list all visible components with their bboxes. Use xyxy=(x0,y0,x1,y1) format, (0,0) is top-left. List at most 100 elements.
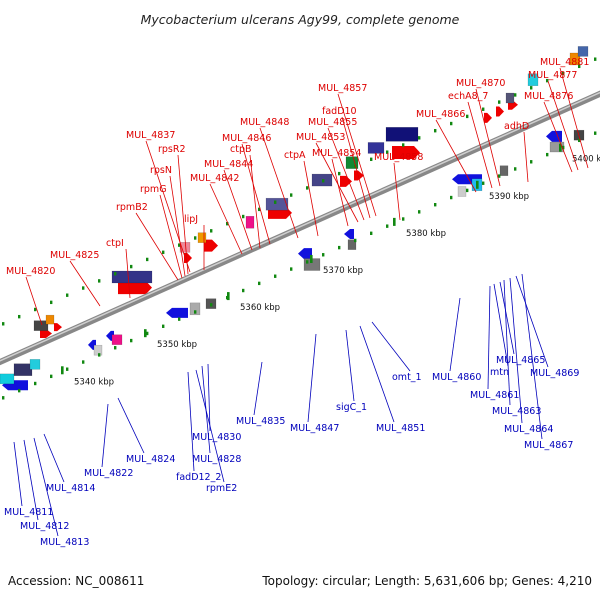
ruler-dot xyxy=(530,160,533,164)
ruler-dot xyxy=(178,243,181,247)
ruler-dot xyxy=(18,388,21,393)
ruler-dot xyxy=(594,57,597,61)
ruler-dot xyxy=(210,229,213,233)
ruler-dot xyxy=(514,167,517,171)
ruler-dot xyxy=(178,317,181,321)
feature-box xyxy=(265,197,289,211)
ruler-dot xyxy=(546,78,549,83)
gene-label-mul-4858: MUL_4858 xyxy=(374,152,423,163)
gene-label-mul-4846: MUL_4846 xyxy=(222,133,271,144)
ruler-dot xyxy=(50,374,53,379)
ruler-dot xyxy=(130,338,133,343)
feature-box xyxy=(367,142,385,154)
gene-label-mul-4828: MUL_4828 xyxy=(192,454,241,465)
feature-box xyxy=(45,314,55,325)
ruler-dot xyxy=(82,286,85,290)
gene-label-fadd12-2: fadD12_2 xyxy=(176,472,221,483)
gene-label-mul-4820: MUL_4820 xyxy=(6,266,55,277)
ruler-dot xyxy=(242,288,245,293)
gene-label-adhd: adhD xyxy=(504,121,529,132)
gene-label-mul-4869: MUL_4869 xyxy=(530,368,579,379)
gene-label-mtn: mtn xyxy=(490,367,509,378)
gene-label-ctpb: ctpB xyxy=(230,144,252,155)
ruler-dot xyxy=(114,346,117,350)
gene-label-mul-4867: MUL_4867 xyxy=(524,440,573,451)
gene-label-rpsr2: rpsR2 xyxy=(158,144,186,155)
gene-arrow xyxy=(392,146,420,160)
gene-label-mul-4866: MUL_4866 xyxy=(416,109,465,120)
ruler-dot xyxy=(130,264,133,269)
gene-label-mul-4863: MUL_4863 xyxy=(492,406,541,417)
gene-label-mul-4854: MUL_4854 xyxy=(312,148,361,159)
ruler-dot xyxy=(562,71,565,76)
feature-box xyxy=(111,270,153,284)
scale-label-5360-kbp: 5360 kbp xyxy=(240,303,280,313)
gene-arrow xyxy=(166,307,188,318)
gene-arrow xyxy=(354,170,364,181)
ruler-dot xyxy=(354,238,357,243)
ruler-dot xyxy=(226,221,229,226)
gene-label-omt-1: omt_1 xyxy=(392,372,422,383)
ruler-dot xyxy=(402,217,405,221)
gene-label-echa8-7: echA8_7 xyxy=(448,91,488,102)
ruler-dot xyxy=(322,253,325,257)
gene-label-mul-4830: MUL_4830 xyxy=(192,432,241,443)
ruler-dot xyxy=(18,314,21,319)
scale-label-5370-kbp: 5370 kbp xyxy=(323,266,363,276)
ruler-dot xyxy=(34,307,37,312)
major-tick xyxy=(144,329,147,338)
gene-label-mul-4853: MUL_4853 xyxy=(296,132,345,143)
label-leader-lines xyxy=(13,67,589,537)
gene-label-rpme2: rpmE2 xyxy=(206,483,237,494)
gene-label-mul-4837: MUL_4837 xyxy=(126,130,175,141)
ruler-dot xyxy=(162,250,165,254)
ruler-dot xyxy=(210,303,213,307)
ruler-dot xyxy=(50,300,53,305)
gene-label-ctpi: ctpI xyxy=(106,238,124,249)
gene-arrow xyxy=(40,328,52,338)
gene-label-mul-4870: MUL_4870 xyxy=(456,78,505,89)
major-tick xyxy=(61,366,64,375)
gene-label-mul-4825: MUL_4825 xyxy=(50,250,99,261)
gene-arrow xyxy=(298,248,312,260)
gene-label-mul-4811: MUL_4811 xyxy=(4,507,53,518)
gene-label-mul-4814: MUL_4814 xyxy=(46,483,95,494)
feature-box xyxy=(527,73,539,86)
major-tick xyxy=(310,254,313,263)
gene-label-mul-4855: MUL_4855 xyxy=(308,117,357,128)
ruler-dot xyxy=(322,179,325,183)
gene-label-mul-4861: MUL_4861 xyxy=(470,390,519,401)
ruler-dot xyxy=(274,274,277,278)
ruler-dot xyxy=(370,231,373,236)
ruler-dot xyxy=(146,257,149,262)
gene-label-mul-4877: MUL_4877 xyxy=(528,70,577,81)
scale-label-5390-kbp: 5390 kbp xyxy=(489,192,529,202)
ruler-dot xyxy=(290,193,293,197)
gene-arrow xyxy=(54,323,62,332)
ruler-dot xyxy=(578,138,581,143)
gene-label-mul-4860: MUL_4860 xyxy=(432,372,481,383)
feature-box xyxy=(29,359,41,370)
feature-box xyxy=(197,232,207,243)
ruler-dot xyxy=(66,367,69,371)
feature-box xyxy=(0,373,15,385)
feature-box xyxy=(385,127,419,142)
ruler-dot xyxy=(386,224,389,228)
gene-label-mul-4847: MUL_4847 xyxy=(290,423,339,434)
feature-box xyxy=(245,216,255,229)
ruler-dot xyxy=(418,210,421,214)
ruler-dot xyxy=(514,93,517,97)
feature-box xyxy=(13,363,33,376)
ruler-dot xyxy=(2,322,5,326)
ruler-dot xyxy=(546,152,549,157)
gene-label-rpsn: rpsN xyxy=(150,165,172,176)
feature-box xyxy=(111,334,123,345)
gene-label-mul-4822: MUL_4822 xyxy=(84,468,133,479)
feature-box xyxy=(189,302,201,316)
ruler-dot xyxy=(434,129,437,133)
ruler-dot xyxy=(482,107,485,111)
ruler-dot xyxy=(114,272,117,276)
ruler-dot xyxy=(66,293,69,297)
ruler-dot xyxy=(594,131,597,135)
